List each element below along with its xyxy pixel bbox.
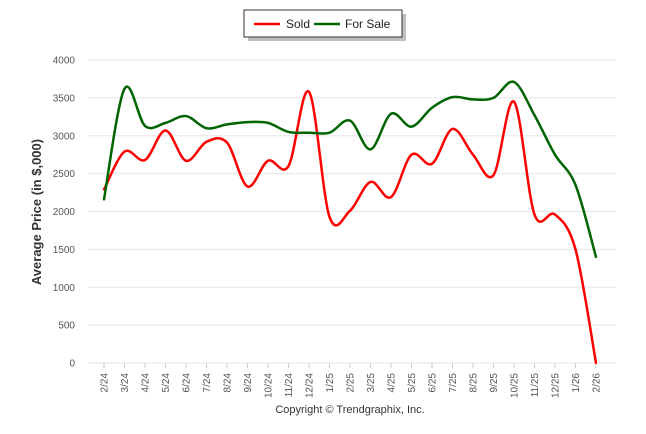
x-tick-label: 6/25 — [428, 373, 439, 393]
data-point-for-sale — [143, 124, 147, 128]
y-tick-label: 500 — [58, 321, 75, 332]
data-point-for-sale — [225, 123, 229, 126]
y-tick-label: 3000 — [53, 131, 76, 142]
data-point-sold — [123, 150, 126, 153]
data-point-for-sale — [246, 120, 249, 124]
x-tick-label: 2/25 — [346, 373, 357, 393]
x-tick-label: 10/25 — [510, 373, 521, 398]
data-point-for-sale — [471, 98, 475, 101]
data-point-for-sale — [205, 126, 208, 130]
data-point-for-sale — [492, 96, 495, 100]
x-tick-label: 8/24 — [223, 373, 234, 393]
series-line-for-sale — [102, 80, 598, 258]
y-tick-label: 2500 — [53, 169, 76, 180]
x-tick-label: 5/25 — [407, 373, 418, 393]
data-point-sold — [143, 158, 147, 162]
x-tick-label: 9/24 — [243, 373, 254, 393]
data-point-sold — [287, 164, 290, 168]
data-point-sold — [184, 159, 188, 162]
x-tick-label: 4/24 — [141, 373, 152, 393]
y-tick-label: 1000 — [53, 283, 76, 294]
gridlines — [88, 59, 616, 364]
x-tick-label: 9/25 — [489, 373, 500, 393]
legend-label-sold: Sold — [286, 17, 310, 31]
y-tick-label: 2000 — [53, 207, 76, 218]
data-point-for-sale — [328, 131, 331, 134]
data-point-for-sale — [594, 255, 598, 259]
x-tick-label: 7/24 — [202, 373, 213, 393]
data-point-sold — [574, 248, 577, 251]
x-tick-label: 2/24 — [100, 373, 111, 393]
copyright-text: Copyright © Trendgraphix, Inc. — [275, 404, 424, 416]
data-point-for-sale — [430, 106, 434, 109]
data-point-for-sale — [287, 130, 290, 134]
data-point-for-sale — [574, 183, 577, 187]
data-point-sold — [307, 90, 311, 94]
data-point-for-sale — [451, 95, 454, 99]
data-point-sold — [594, 361, 598, 365]
x-tick-label: 3/25 — [366, 373, 377, 393]
x-tick-label: 3/24 — [120, 373, 131, 393]
x-tick-label: 12/24 — [305, 373, 316, 398]
legend: Sold For Sale — [243, 9, 406, 41]
data-point-for-sale — [512, 80, 516, 84]
data-point-sold — [492, 173, 495, 177]
x-tick-label: 11/25 — [530, 373, 541, 398]
data-point-sold — [533, 213, 536, 216]
data-point-sold — [471, 153, 475, 156]
data-point-sold — [348, 209, 352, 212]
y-tick-label: 4000 — [53, 56, 76, 67]
data-point-sold — [553, 213, 557, 216]
data-point-sold — [451, 127, 454, 131]
x-tick-label: 12/25 — [551, 373, 562, 398]
data-point-sold — [266, 159, 270, 162]
x-tick-label: 8/25 — [469, 373, 480, 393]
legend-label-for-sale: For Sale — [345, 17, 391, 31]
data-point-sold — [328, 215, 331, 219]
data-point-for-sale — [123, 87, 126, 90]
data-point-sold — [389, 195, 393, 199]
data-point-for-sale — [553, 153, 557, 156]
y-tick-label: 3500 — [53, 93, 76, 104]
data-point-sold — [164, 129, 167, 132]
y-tick-label: 0 — [69, 359, 75, 370]
data-point-for-sale — [266, 121, 270, 125]
x-tick-label: 10/24 — [264, 373, 275, 398]
x-axis-ticks: 2/24 3/24 4/24 5/24 6/24 7/24 8/24 9/24 10/24 11/… — [100, 363, 603, 398]
data-point-for-sale — [102, 198, 106, 201]
data-point-sold — [410, 153, 413, 156]
data-point-sold — [430, 162, 434, 165]
x-tick-label: 11/24 — [284, 373, 295, 398]
x-tick-label: 5/24 — [161, 373, 172, 393]
data-point-sold — [369, 180, 372, 184]
series-line-sold — [102, 90, 598, 364]
y-tick-label: 1500 — [53, 245, 76, 256]
data-point-for-sale — [410, 125, 413, 128]
data-point-for-sale — [307, 131, 311, 134]
data-point-for-sale — [184, 114, 188, 118]
data-point-for-sale — [389, 112, 393, 115]
data-point-for-sale — [164, 121, 167, 125]
data-point-sold — [246, 185, 249, 188]
x-tick-label: 1/26 — [571, 373, 582, 393]
data-point-sold — [225, 141, 229, 144]
series-lines — [102, 80, 598, 365]
x-tick-label: 4/25 — [387, 373, 398, 393]
x-tick-label: 2/26 — [592, 373, 603, 393]
data-point-for-sale — [533, 114, 536, 117]
y-axis-title: Average Price (in $,000) — [29, 139, 44, 285]
data-point-sold — [205, 140, 208, 144]
x-tick-label: 1/25 — [325, 373, 336, 393]
x-tick-label: 6/24 — [182, 373, 193, 393]
y-axis-ticks: 0 500 1000 1500 2000 2500 3000 3500 4000 — [53, 56, 76, 370]
x-tick-label: 7/25 — [448, 373, 459, 393]
data-point-sold — [512, 100, 516, 103]
data-point-for-sale — [348, 119, 352, 122]
data-point-for-sale — [369, 148, 372, 151]
